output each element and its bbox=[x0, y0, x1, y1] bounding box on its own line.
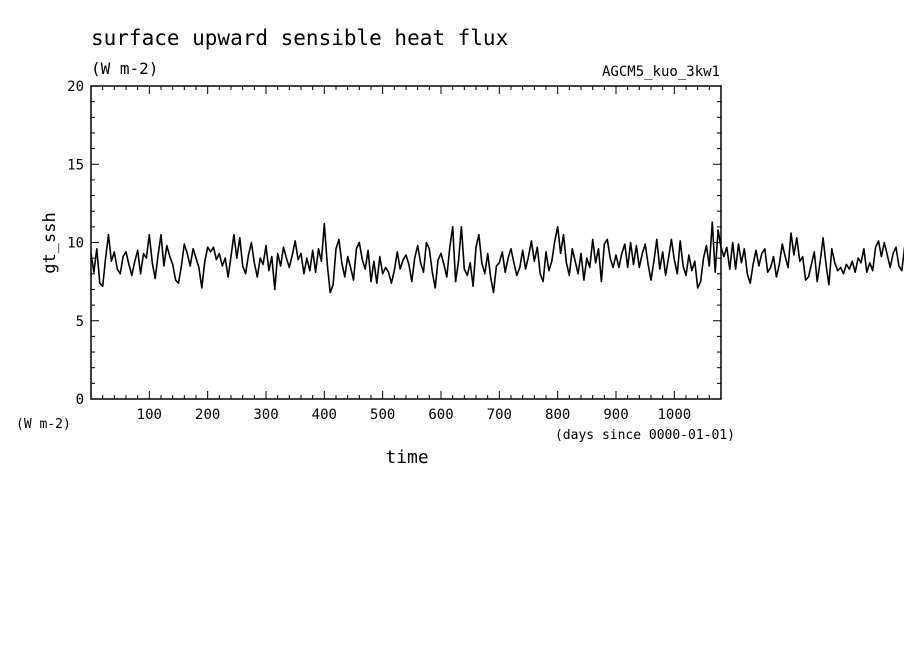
x-axis-label: time bbox=[385, 447, 428, 468]
x-tick-label: 400 bbox=[312, 407, 337, 423]
x-tick-label: 700 bbox=[487, 407, 512, 423]
run-label: AGCM5_kuo_3kw1 bbox=[602, 64, 720, 80]
x-tick-label: 100 bbox=[137, 407, 162, 423]
y-tick-label: 5 bbox=[76, 314, 84, 330]
chart-subtitle: (W m-2) bbox=[91, 59, 158, 78]
x-tick-label: 600 bbox=[428, 407, 453, 423]
tick-labels: 100 200 300 400 500 600 700 800 900 1000 0 5 10 15 20 bbox=[67, 79, 691, 423]
series-line bbox=[90, 221, 904, 294]
plot-frame bbox=[90, 85, 722, 400]
y-tick-label: 20 bbox=[67, 79, 84, 95]
x-tick-label: 900 bbox=[603, 407, 628, 423]
y-axis-units: (W m-2) bbox=[16, 417, 71, 432]
x-axis-units: (days since 0000-01-01) bbox=[555, 428, 735, 443]
x-tick-label: 200 bbox=[195, 407, 220, 423]
series-layer bbox=[90, 221, 904, 294]
y-tick-label: 10 bbox=[67, 236, 84, 252]
x-tick-label: 1000 bbox=[657, 407, 691, 423]
y-axis-label: gt_ssh bbox=[40, 212, 60, 273]
y-tick-label: 0 bbox=[76, 392, 84, 408]
x-tick-label: 500 bbox=[370, 407, 395, 423]
x-tick-label: 300 bbox=[253, 407, 278, 423]
y-tick-label: 15 bbox=[67, 157, 84, 173]
x-tick-label: 800 bbox=[545, 407, 570, 423]
chart-title: surface upward sensible heat flux bbox=[91, 26, 508, 50]
